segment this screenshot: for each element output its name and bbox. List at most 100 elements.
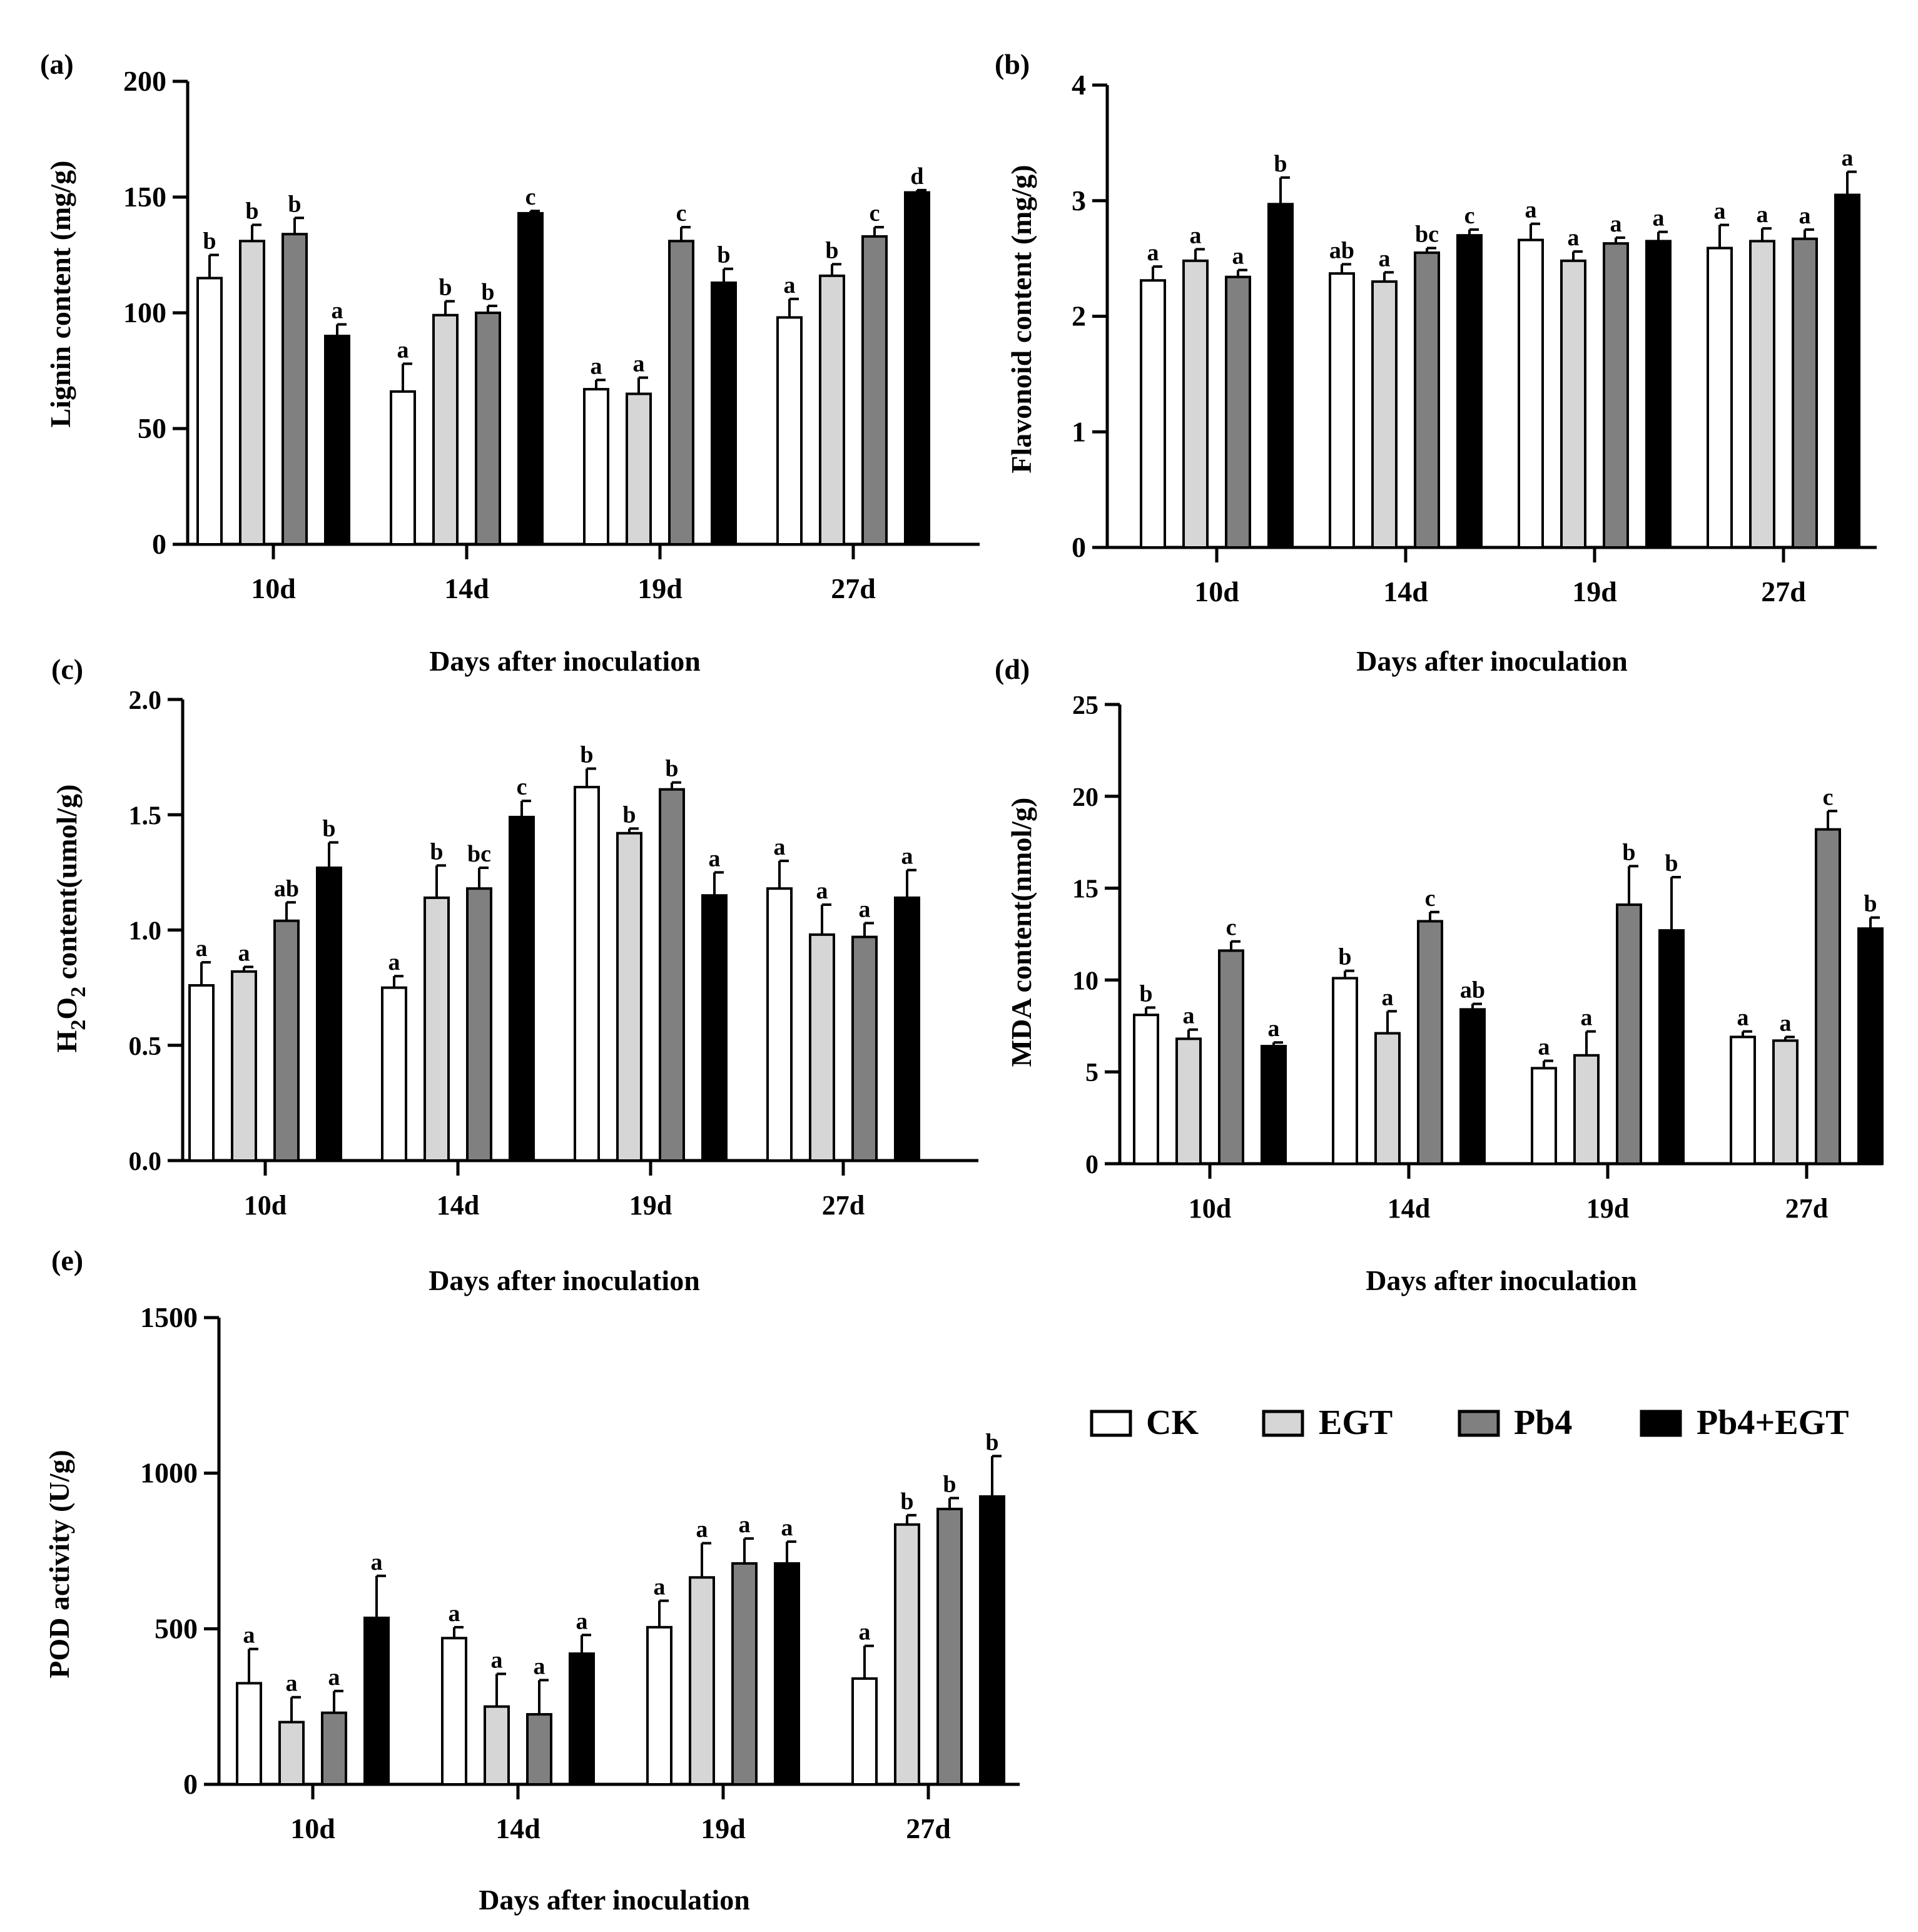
panel-d-bar-pb4-egt xyxy=(1857,927,1884,1166)
panel-d-bar-pb4-egt xyxy=(1459,1008,1486,1165)
panel-a-significance-letter-pb4-egt: b xyxy=(717,242,730,268)
panel-b-x-tick-label: 19d xyxy=(1572,576,1617,608)
legend-label-pb4: Pb4 xyxy=(1514,1403,1572,1442)
panel-c-significance-letter-egt: b xyxy=(622,801,636,828)
panel-e-x-tick-label: 10d xyxy=(290,1813,335,1844)
panel-a-bar-egt xyxy=(239,240,265,546)
panel-d-x-tick-label: 27d xyxy=(1785,1193,1828,1224)
panel-d-significance-letter-ck: a xyxy=(1538,1034,1550,1060)
panel-a-significance-letter-pb4: c xyxy=(870,200,880,226)
panel-a-significance-letter-ck: a xyxy=(784,272,796,298)
panel-e-significance-letter-pb4: a xyxy=(739,1512,751,1538)
panel-c-bar-pb4-egt xyxy=(509,815,535,1162)
panel-a-y-tick-label: 200 xyxy=(123,65,166,97)
panel-a-x-tick-label: 14d xyxy=(444,572,489,604)
panel-b-y-tick-label: 2 xyxy=(1072,300,1086,332)
panel-b-y-tick-label: 0 xyxy=(1072,531,1086,563)
panel-e-bar-pb4-egt xyxy=(363,1616,390,1786)
panel-e-y-tick-label: 1000 xyxy=(140,1457,198,1489)
legend-swatch-egt xyxy=(1262,1410,1304,1437)
panel-b-significance-letter-pb4: a xyxy=(1799,203,1811,229)
panel-b-bar-ck xyxy=(1329,272,1355,549)
panel-d-label: (d) xyxy=(995,653,1030,685)
panel-e-significance-letter-pb4-egt: a xyxy=(371,1549,383,1575)
panel-c-y-tick-label: 1.0 xyxy=(129,917,162,946)
panel-c-bar-egt xyxy=(424,896,450,1162)
panel-d-significance-letter-pb4: c xyxy=(1425,885,1436,912)
panel-b-significance-letter-ck: a xyxy=(1714,198,1726,225)
panel-b-bar-egt xyxy=(1371,280,1398,549)
panel-a-significance-letter-ck: a xyxy=(591,353,602,379)
panel-c-y-tick-label: 0.0 xyxy=(129,1147,162,1176)
panel-b-bar-pb4-egt xyxy=(1645,240,1672,549)
panel-a-significance-letter-pb4-egt: c xyxy=(525,184,536,210)
panel-b-bar-pb4-egt xyxy=(1456,234,1483,549)
panel-c-significance-letter-egt: a xyxy=(816,878,828,904)
legend-item-pb4-egt: Pb4+EGT xyxy=(1640,1403,1849,1442)
panel-b-x-tick-label: 10d xyxy=(1194,576,1239,608)
panel-c-x-axis-label: Days after inoculation xyxy=(429,1264,700,1296)
panel-d-bar-pb4 xyxy=(1218,949,1244,1165)
panel-d-bar-egt xyxy=(1175,1037,1202,1166)
panel-b-bar-pb4 xyxy=(1603,242,1629,549)
panel-a-significance-letter-egt: b xyxy=(439,275,452,301)
panel-a-bar-ck xyxy=(196,277,223,546)
panel-d-bar-egt xyxy=(1573,1054,1600,1165)
panel-e-bar-pb4-egt xyxy=(774,1562,800,1786)
panel-c-y-tick-label: 2.0 xyxy=(129,686,162,715)
panel-d-y-tick-label: 20 xyxy=(1072,783,1099,812)
panel-a-significance-letter-egt: b xyxy=(825,237,838,263)
panel-b-bar-ck xyxy=(1518,238,1544,549)
panel-c-bar-pb4 xyxy=(659,788,685,1162)
panel-c-significance-letter-pb4: bc xyxy=(467,841,491,867)
panel-d-significance-letter-pb4: c xyxy=(1823,784,1834,810)
panel-d-bar-ck xyxy=(1133,1014,1159,1165)
panel-e-bar-egt xyxy=(484,1705,510,1786)
panel-a-y-tick-label: 150 xyxy=(123,181,166,213)
panel-c-bar-pb4-egt xyxy=(701,894,728,1162)
panel-e-x-tick-label: 19d xyxy=(701,1813,746,1844)
panel-a-bar-pb4-egt xyxy=(517,211,544,546)
panel-a-bar-pb4-egt xyxy=(904,191,930,546)
panel-d-significance-letter-ck: b xyxy=(1338,944,1351,970)
panel-b-y-tick-label: 1 xyxy=(1072,415,1086,447)
panel-b-significance-letter-pb4-egt: a xyxy=(1842,145,1854,171)
panel-b-y-axis-label: Flavonoid content (mg/g) xyxy=(1005,165,1037,473)
panel-a-significance-letter-egt: a xyxy=(633,351,645,377)
panel-c-bar-pb4 xyxy=(851,935,878,1162)
panel-e-significance-letter-egt: a xyxy=(696,1517,708,1543)
panel-c-significance-letter-ck: a xyxy=(196,935,208,962)
panel-e-y-tick-label: 1500 xyxy=(140,1301,198,1333)
panel-e-y-axis-label: POD activity (U/g) xyxy=(43,1450,75,1678)
panel-b-x-tick-label: 27d xyxy=(1761,576,1806,608)
panel-b-significance-letter-pb4: a xyxy=(1232,243,1244,270)
panel-d-significance-letter-pb4: c xyxy=(1226,915,1237,941)
panel-b-y-tick-label: 3 xyxy=(1072,185,1086,216)
panel-c-h2o2: (c) H2O2 content(umol/g) Days after inoc… xyxy=(51,653,978,1296)
panel-c-bar-ck xyxy=(766,887,793,1162)
panel-c-significance-letter-pb4-egt: a xyxy=(709,845,721,872)
panel-a-bar-pb4 xyxy=(861,235,888,546)
legend-item-pb4: Pb4 xyxy=(1458,1403,1572,1442)
panel-e-x-tick-label: 27d xyxy=(906,1813,951,1844)
panel-d-mda: (d) MDA content(nmol/g) Days after inocu… xyxy=(995,653,1884,1296)
panel-b-x-axis-label: Days after inoculation xyxy=(1356,645,1628,677)
panel-e-bar-pb4-egt xyxy=(569,1652,595,1786)
panel-e-bar-pb4-egt xyxy=(979,1495,1005,1786)
panel-d-significance-letter-egt: a xyxy=(1183,1003,1195,1029)
panel-c-significance-letter-pb4: a xyxy=(859,896,871,922)
panel-d-x-tick-label: 19d xyxy=(1586,1193,1629,1224)
panel-a-x-tick-label: 27d xyxy=(831,572,876,604)
panel-e-bar-ck xyxy=(441,1637,467,1786)
panel-d-bar-egt xyxy=(1374,1032,1401,1165)
panel-e-y-tick-label: 500 xyxy=(155,1612,198,1644)
panel-c-bar-ck xyxy=(188,984,215,1162)
panel-c-significance-letter-pb4-egt: b xyxy=(322,815,335,841)
panel-d-y-tick-label: 10 xyxy=(1072,967,1099,995)
panel-a-significance-letter-egt: b xyxy=(245,198,258,224)
panel-e-bar-ck xyxy=(236,1682,262,1786)
panel-e-significance-letter-pb4: b xyxy=(943,1471,956,1497)
panel-d-y-tick-label: 5 xyxy=(1085,1059,1099,1087)
panel-c-bar-egt xyxy=(231,970,257,1162)
